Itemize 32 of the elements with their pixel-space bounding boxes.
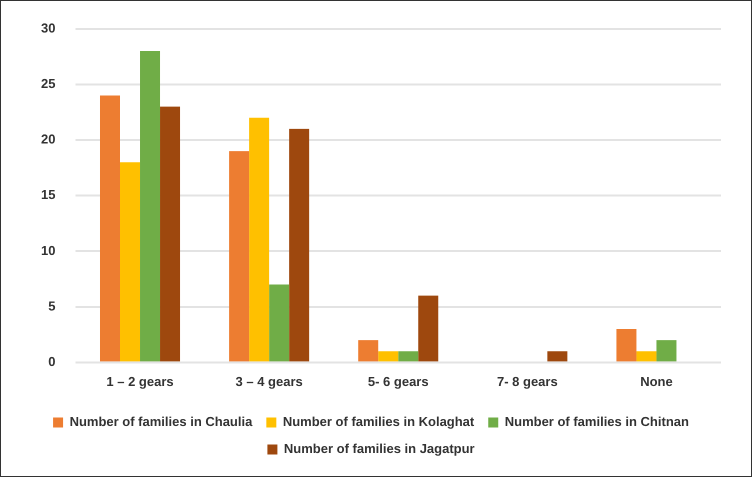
y-tick-label: 15	[40, 187, 56, 202]
y-tick-label: 30	[40, 20, 56, 36]
y-tick-label: 20	[40, 132, 56, 147]
y-tick-label: 5	[48, 298, 56, 314]
x-tick-label: 7- 8 gears	[496, 374, 558, 389]
legend-label: Number of families in Chaulia	[70, 414, 254, 430]
bar	[398, 351, 418, 362]
bar	[616, 329, 636, 362]
y-tick-label: 10	[40, 242, 56, 258]
bar	[249, 118, 270, 362]
bar	[100, 96, 120, 362]
bar	[656, 340, 676, 362]
legend-label: Number of families in Chitnan	[504, 414, 689, 430]
bar	[636, 351, 656, 362]
x-tick-label: None	[640, 374, 673, 389]
bar	[120, 162, 140, 362]
bar	[269, 284, 290, 362]
bar	[140, 51, 160, 362]
x-tick-label: 5- 6 gears	[368, 374, 429, 389]
x-tick-label: 3 – 4 gears	[236, 374, 303, 389]
bar	[229, 151, 250, 362]
bar	[418, 296, 438, 362]
y-tick-label: 25	[40, 76, 56, 91]
bar	[547, 351, 568, 362]
bar	[378, 351, 398, 362]
legend-label: Number of families in Jagatpur	[284, 441, 475, 456]
x-tick-label: 1 – 2 gears	[106, 374, 174, 389]
bar	[289, 128, 310, 362]
bar	[160, 106, 180, 362]
legend-label: Number of families in Kolaghat	[282, 414, 475, 430]
y-tick-label: 0	[48, 354, 56, 369]
bar	[358, 340, 378, 362]
